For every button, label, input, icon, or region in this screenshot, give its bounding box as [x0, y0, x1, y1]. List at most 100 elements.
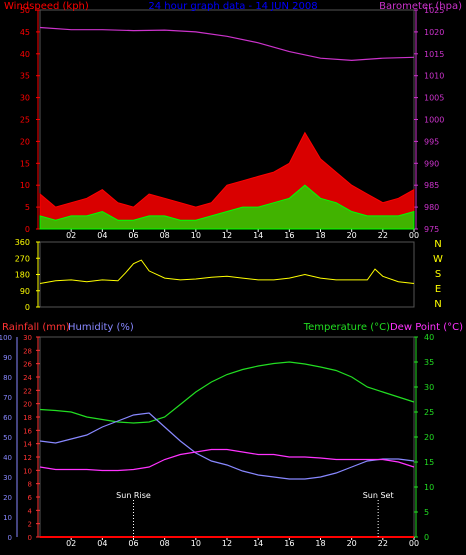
direction-tick-label: 0 — [25, 303, 30, 312]
humidity-tick-label: 0 — [8, 534, 12, 542]
direction-tick-label: 270 — [15, 254, 30, 263]
rainfall-tick-label: 0 — [28, 534, 32, 542]
temperature-time-tick-label: 12 — [222, 539, 232, 548]
humidity-tick-label: 10 — [3, 514, 12, 522]
gust-area — [39, 184, 415, 230]
dewpoint-line — [39, 448, 415, 472]
temperature-series — [39, 361, 415, 538]
temperature-tick-label: 25 — [424, 408, 434, 417]
barometer-tick-label: 985 — [424, 181, 439, 190]
rainfall-tick-label: 20 — [23, 401, 32, 409]
rainfall-tick-label: 28 — [23, 347, 32, 355]
sun-marker-label: Sun Rise — [116, 491, 151, 500]
rainfall-tick-label: 26 — [23, 361, 32, 369]
wind-tick-label: 0 — [25, 225, 30, 234]
wind-tick-label: 15 — [20, 159, 30, 168]
humidity-tick-label: 80 — [3, 374, 12, 382]
wind-series — [39, 26, 415, 230]
temperature-tick-label: 30 — [424, 383, 434, 392]
wind-time-tick-label: 08 — [160, 231, 170, 240]
wind-tick-label: 25 — [20, 116, 30, 125]
temperature-tick-label: 15 — [424, 458, 434, 467]
temperature-time-tick-label: 14 — [253, 539, 263, 548]
barometer-tick-label: 1000 — [424, 116, 444, 125]
wind-time-tick-label: 00 — [409, 231, 419, 240]
direction-tick-label: 180 — [15, 271, 30, 280]
rainfall-tick-label: 8 — [28, 481, 32, 489]
humidity-tick-label: 70 — [3, 394, 12, 402]
humidity-tick-label: 40 — [3, 454, 12, 462]
barometer-axis-label: Barometer (hpa) — [379, 1, 462, 12]
barometer-tick-label: 1025 — [424, 6, 444, 15]
temperature-axis-ticks: 0102030405060708090100024681012141618202… — [0, 333, 434, 542]
direction-tick-label: 90 — [20, 287, 30, 296]
wind-direction-line — [39, 259, 415, 284]
sun-annotations: Sun Rise Sun Set — [116, 491, 394, 537]
temperature-axis-label: Temperature (°C) — [303, 322, 390, 333]
humidity-tick-label: 90 — [3, 354, 12, 362]
sun-marker-label: Sun Set — [363, 491, 394, 500]
humidity-tick-label: 50 — [3, 434, 12, 442]
humidity-axis-label: Humidity (%) — [68, 322, 134, 333]
temperature-tick-label: 10 — [424, 483, 434, 492]
barometer-tick-label: 995 — [424, 137, 439, 146]
temperature-tick-label: 5 — [424, 508, 429, 517]
wind-tick-label: 35 — [20, 72, 30, 81]
rainfall-tick-label: 14 — [23, 441, 32, 449]
temperature-time-tick-label: 06 — [128, 539, 138, 548]
humidity-line — [39, 412, 415, 480]
wind-time-tick-label: 04 — [97, 231, 107, 240]
direction-panel-frame — [39, 241, 415, 308]
temperature-time-tick-label: 22 — [378, 539, 388, 548]
wind-tick-label: 40 — [20, 50, 30, 59]
wind-time-tick-label: 10 — [191, 231, 201, 240]
humidity-tick-label: 100 — [0, 334, 12, 342]
rainfall-axis-label: Rainfall (mm) — [2, 322, 70, 333]
barometer-tick-label: 1020 — [424, 28, 444, 37]
wind-time-tick-label: 12 — [222, 231, 232, 240]
wind-axis-label: Windspeed (kph) — [4, 1, 89, 12]
barometer-tick-label: 1010 — [424, 72, 444, 81]
barometer-tick-label: 990 — [424, 159, 439, 168]
temperature-tick-label: 20 — [424, 433, 434, 442]
temperature-time-tick-label: 04 — [97, 539, 107, 548]
temperature-line — [39, 361, 415, 424]
humidity-tick-label: 30 — [3, 474, 12, 482]
barometer-tick-label: 1015 — [424, 50, 444, 59]
wind-tick-label: 10 — [20, 181, 30, 190]
compass-letter: S — [435, 269, 441, 280]
temperature-time-tick-label: 08 — [160, 539, 170, 548]
direction-tick-label: 360 — [15, 238, 30, 247]
wind-tick-label: 30 — [20, 94, 30, 103]
temperature-tick-label: 40 — [424, 333, 434, 342]
direction-series — [39, 259, 415, 284]
wind-tick-label: 20 — [20, 137, 30, 146]
rainfall-tick-label: 16 — [23, 427, 32, 435]
rainfall-tick-label: 6 — [28, 494, 33, 502]
humidity-tick-label: 20 — [3, 494, 12, 502]
barometer-tick-label: 980 — [424, 203, 439, 212]
wind-time-tick-label: 18 — [315, 231, 325, 240]
temperature-time-tick-label: 16 — [284, 539, 294, 548]
compass-letter: N — [434, 239, 441, 250]
rainfall-tick-label: 18 — [23, 414, 32, 422]
compass-letter: N — [434, 299, 441, 310]
rainfall-tick-label: 2 — [28, 521, 32, 529]
compass-letter: E — [435, 284, 441, 295]
temperature-time-tick-label: 00 — [409, 539, 419, 548]
temperature-panel-frame — [39, 336, 415, 538]
wind-time-tick-label: 14 — [253, 231, 263, 240]
wind-tick-label: 45 — [20, 28, 30, 37]
wind-time-tick-label: 16 — [284, 231, 294, 240]
rainfall-tick-label: 10 — [23, 467, 32, 475]
compass-letter: W — [433, 254, 443, 265]
temperature-time-tick-label: 18 — [315, 539, 325, 548]
temperature-tick-label: 0 — [424, 533, 429, 542]
wind-tick-label: 5 — [25, 203, 30, 212]
dewpoint-axis-label: Dew Point (°C) — [390, 322, 463, 333]
wind-time-tick-label: 22 — [378, 231, 388, 240]
wind-time-tick-label: 06 — [128, 231, 138, 240]
wind-axis-ticks: 0510152025303540455097598098599099510001… — [20, 6, 445, 234]
